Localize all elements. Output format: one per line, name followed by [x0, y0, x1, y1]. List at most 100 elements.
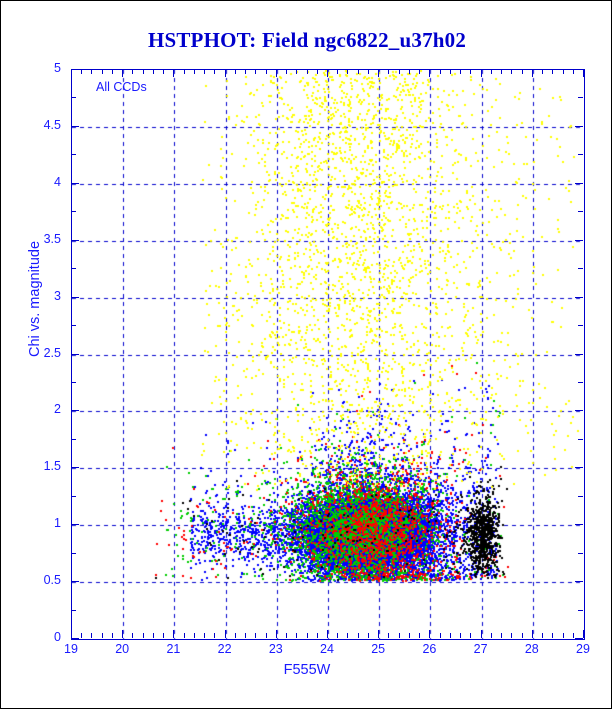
y-major-tick [71, 126, 79, 127]
x-major-tick-top [583, 69, 584, 77]
y-tick-label: 3.5 [43, 231, 61, 246]
x-minor-tick [470, 633, 471, 638]
x-minor-tick-top [266, 69, 267, 74]
x-minor-tick [163, 633, 164, 638]
x-major-tick [583, 630, 584, 638]
x-minor-tick [194, 633, 195, 638]
y-major-tick-right [575, 581, 583, 582]
page-title: HSTPHOT: Field ngc6822_u37h02 [147, 28, 467, 52]
x-minor-tick-top [235, 69, 236, 74]
x-major-tick [481, 630, 482, 638]
plot-area: All CCDs [71, 69, 585, 640]
x-major-tick [327, 630, 328, 638]
y-minor-tick [71, 553, 76, 554]
x-major-tick-top [532, 69, 533, 77]
y-minor-tick-right [578, 439, 583, 440]
x-minor-tick [347, 633, 348, 638]
x-minor-tick-top [102, 69, 103, 74]
x-minor-tick [491, 633, 492, 638]
y-minor-tick [71, 154, 76, 155]
x-tick-label: 25 [371, 642, 386, 656]
x-minor-tick [286, 633, 287, 638]
x-minor-tick [542, 633, 543, 638]
x-major-tick [122, 630, 123, 638]
x-tick-label: 22 [217, 642, 232, 656]
x-minor-tick [102, 633, 103, 638]
x-minor-tick-top [153, 69, 154, 74]
x-minor-tick-top [245, 69, 246, 74]
x-minor-tick [91, 633, 92, 638]
x-minor-tick-top [347, 69, 348, 74]
x-minor-tick [409, 633, 410, 638]
x-minor-tick-top [255, 69, 256, 74]
x-major-tick [429, 630, 430, 638]
x-axis-title: F555W [283, 662, 331, 678]
y-tick-label: 4.5 [43, 117, 61, 132]
x-minor-tick-top [81, 69, 82, 74]
x-minor-tick-top [307, 69, 308, 74]
y-major-tick-right [575, 354, 583, 355]
y-minor-tick [71, 268, 76, 269]
y-axis-title: Chi vs. magnitude [27, 240, 43, 358]
scatter-points [72, 70, 584, 639]
x-minor-tick-top [522, 69, 523, 74]
x-major-tick-top [122, 69, 123, 77]
x-minor-tick-top [460, 69, 461, 74]
y-minor-tick [71, 325, 76, 326]
y-tick-label: 3 [54, 288, 61, 303]
y-minor-tick-right [578, 553, 583, 554]
x-minor-tick-top [204, 69, 205, 74]
y-major-tick [71, 240, 79, 241]
y-major-tick [71, 410, 79, 411]
x-tick-label: 24 [320, 642, 334, 656]
y-minor-tick-right [578, 97, 583, 98]
x-minor-tick [81, 633, 82, 638]
x-tick-label: 29 [576, 642, 590, 656]
x-major-tick-top [429, 69, 430, 77]
x-minor-tick [460, 633, 461, 638]
x-minor-tick-top [132, 69, 133, 74]
x-minor-tick-top [163, 69, 164, 74]
x-minor-tick [358, 633, 359, 638]
y-major-tick [71, 183, 79, 184]
x-minor-tick-top [91, 69, 92, 74]
x-minor-tick-top [368, 69, 369, 74]
x-major-tick [532, 630, 533, 638]
y-minor-tick [71, 211, 76, 212]
x-minor-tick [522, 633, 523, 638]
x-minor-tick-top [337, 69, 338, 74]
y-major-tick-right [575, 638, 583, 639]
x-minor-tick [450, 633, 451, 638]
x-minor-tick-top [214, 69, 215, 74]
x-minor-tick [214, 633, 215, 638]
y-tick-label: 4 [54, 174, 61, 189]
y-minor-tick [71, 496, 76, 497]
x-minor-tick-top [409, 69, 410, 74]
y-tick-label: 2.5 [43, 345, 61, 360]
x-minor-tick [440, 633, 441, 638]
x-minor-tick [307, 633, 308, 638]
x-minor-tick-top [542, 69, 543, 74]
x-minor-tick-top [399, 69, 400, 74]
x-minor-tick-top [317, 69, 318, 74]
y-tick-label: 1.5 [43, 459, 61, 474]
x-minor-tick [245, 633, 246, 638]
x-minor-tick [296, 633, 297, 638]
x-major-tick-top [378, 69, 379, 77]
x-minor-tick [419, 633, 420, 638]
y-major-tick [71, 581, 79, 582]
x-minor-tick [511, 633, 512, 638]
y-major-tick-right [575, 240, 583, 241]
x-major-tick [71, 630, 72, 638]
y-tick-label: 0 [54, 630, 61, 644]
y-minor-tick [71, 610, 76, 611]
y-major-tick-right [575, 297, 583, 298]
x-major-tick-top [276, 69, 277, 77]
y-major-tick [71, 69, 79, 70]
x-minor-tick [255, 633, 256, 638]
x-minor-tick [388, 633, 389, 638]
x-major-tick-top [71, 69, 72, 77]
x-minor-tick [132, 633, 133, 638]
x-tick-label: 21 [166, 642, 181, 656]
x-tick-label: 19 [64, 642, 78, 656]
